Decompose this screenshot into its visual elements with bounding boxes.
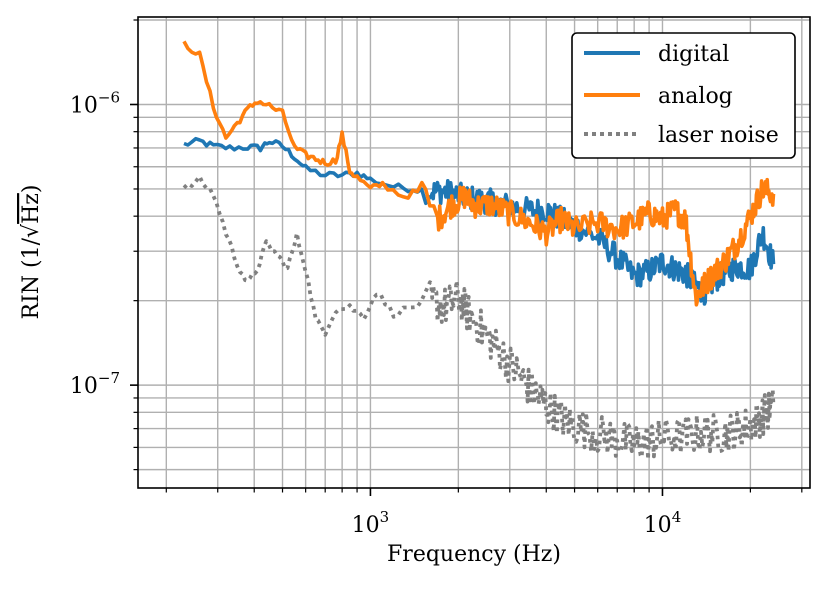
legend-label-analog: analog	[658, 84, 733, 109]
x-tick-label-10000: 104	[644, 508, 682, 538]
x-axis-label: Frequency (Hz)	[387, 542, 561, 567]
series-line-analog	[182, 40, 776, 307]
plot-frame	[137, 16, 811, 489]
x-tick-label-1000: 103	[352, 508, 390, 538]
legend-label-laser-noise: laser noise	[658, 123, 779, 148]
axis-ticks	[130, 19, 803, 496]
sqrt-sign: √	[19, 223, 44, 238]
legend: digital analog laser noise	[571, 32, 796, 159]
legend-label-digital: digital	[658, 42, 729, 67]
y-axis-label-text: RIN (1/√Hz)	[19, 185, 44, 320]
series-line-laser-noise	[182, 174, 776, 462]
legend-box	[571, 32, 796, 159]
y-tick-label-1e-7: 10−7	[70, 369, 120, 399]
series-layer	[182, 40, 776, 462]
y-tick-label-1e-6: 10−6	[70, 88, 120, 118]
y-axis-label: RIN (1/√Hz)	[19, 185, 44, 320]
